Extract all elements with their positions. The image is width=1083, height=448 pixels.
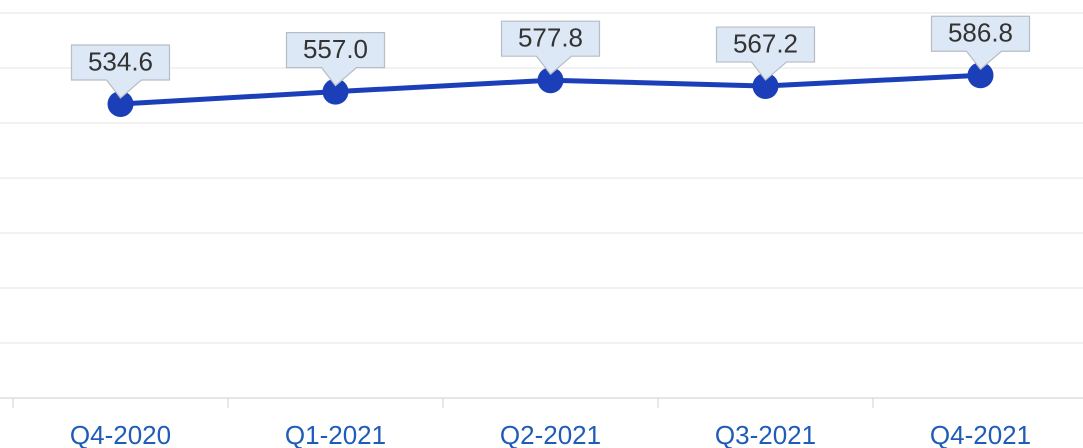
data-label-box — [715, 26, 816, 81]
data-label-box — [70, 44, 171, 99]
data-label-box — [285, 32, 386, 87]
data-label-box — [930, 15, 1031, 71]
data-label-text: 534.6 — [88, 46, 153, 76]
data-label: 586.8 — [930, 15, 1031, 71]
point — [537, 67, 564, 94]
point — [752, 73, 779, 100]
data-label-box — [500, 20, 601, 76]
point — [322, 78, 349, 105]
data-label: 557.0 — [285, 32, 386, 87]
point — [967, 62, 994, 89]
data-label: 534.6 — [70, 44, 171, 99]
data-label-text: 557.0 — [303, 34, 368, 64]
x-tick-label: Q2-2021 — [500, 420, 601, 448]
data-label-text: 577.8 — [518, 23, 583, 53]
x-tick-label: Q4-2021 — [930, 420, 1031, 448]
x-tick-label: Q4-2020 — [70, 420, 171, 448]
data-label-text: 567.2 — [733, 28, 798, 58]
data-label: 567.2 — [715, 26, 816, 81]
point — [107, 90, 134, 117]
data-label: 577.8 — [500, 20, 601, 76]
data-label-text: 586.8 — [948, 18, 1013, 48]
x-tick-label: Q3-2021 — [715, 420, 816, 448]
x-tick-label: Q1-2021 — [285, 420, 386, 448]
